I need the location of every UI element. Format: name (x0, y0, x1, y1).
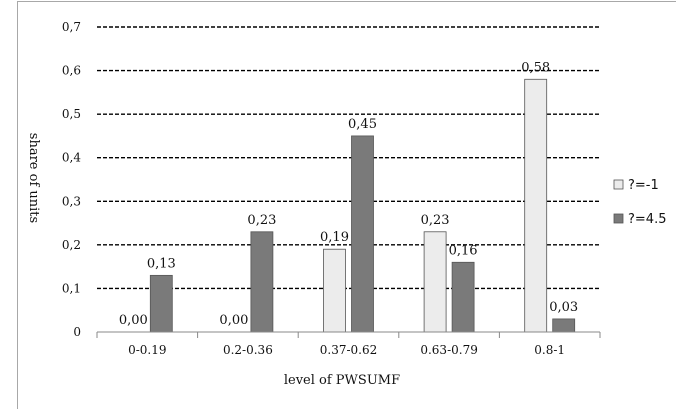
data-label: 0,23 (421, 213, 450, 228)
y-tick-label: 0,5 (62, 107, 81, 121)
y-tick-label: 0,1 (62, 281, 81, 295)
frame-top-border (17, 1, 676, 2)
y-tick-label: 0 (73, 325, 81, 339)
x-tick-label: 0.37-0.62 (320, 343, 378, 357)
bar (149, 274, 173, 333)
data-label: 0,58 (521, 60, 550, 75)
bar (423, 231, 447, 333)
legend: ?=-1 ?=4.5 (613, 178, 666, 227)
y-tick-label: 0,6 (62, 64, 81, 78)
data-label: 0,19 (320, 230, 349, 245)
x-tick-label: 0.8-1 (534, 343, 565, 357)
data-label: 0,16 (449, 243, 478, 258)
x-tick-label: 0.63-0.79 (420, 343, 478, 357)
data-label: 0,23 (247, 213, 276, 228)
y-axis-title-text: share of units (26, 133, 41, 223)
data-label: 0,13 (147, 256, 176, 271)
data-label: 0,00 (219, 313, 248, 328)
y-tick-label: 0,2 (62, 238, 81, 252)
data-labels-layer: 0,00 0,13 0,00 0,23 0,19 0,45 0,23 0,16 0,58 0,03 (119, 60, 578, 328)
legend-swatch (613, 179, 624, 190)
y-axis-title: share of units (26, 133, 41, 223)
bar (451, 261, 475, 333)
bar (524, 78, 548, 333)
x-tick-label: 0.2-0.36 (223, 343, 273, 357)
data-label: 0,03 (549, 300, 578, 315)
data-label: 0,00 (119, 313, 148, 328)
bar (351, 135, 374, 333)
y-tick-label: 0,3 (62, 194, 81, 208)
legend-label: ?=-1 (628, 178, 659, 193)
x-axis-title: level of PWSUMF (284, 373, 400, 388)
legend-swatch (613, 213, 624, 224)
axis-layer: 0 0,1 0,2 0,3 0,4 0,5 0,6 0,7 0-0.19 0.2-0.36 0.37… (62, 20, 601, 357)
frame-left-border (17, 1, 18, 409)
legend-label: ?=4.5 (628, 212, 666, 227)
x-tick-label: 0-0.19 (128, 343, 166, 357)
y-tick-label: 0,4 (62, 151, 81, 165)
bar (552, 318, 576, 333)
data-label: 0,45 (348, 117, 377, 132)
y-tick-label: 0,7 (62, 20, 81, 34)
bar (250, 231, 274, 333)
bar (323, 248, 346, 333)
